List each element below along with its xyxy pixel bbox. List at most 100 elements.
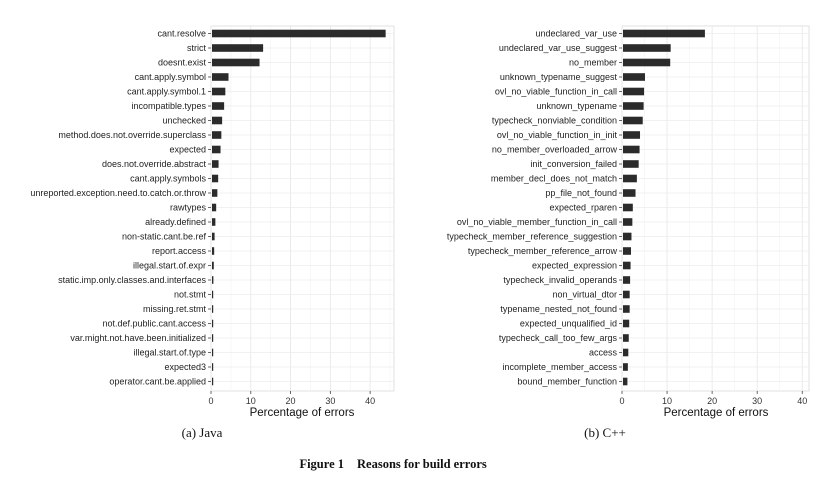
category-label: unchecked <box>162 116 206 126</box>
bar <box>212 290 214 299</box>
category-label: operator.cant.be.applied <box>109 377 206 387</box>
category-label: typecheck_member_reference_suggestion <box>447 232 617 242</box>
bar <box>212 174 219 183</box>
subcaption-java: (a) Java <box>182 425 223 440</box>
plot-area-java <box>210 25 395 392</box>
category-label: cant.resolve <box>157 29 206 39</box>
category-label: illegal.start.of.type <box>133 348 206 358</box>
category-label: typecheck_call_too_few_args <box>499 333 618 343</box>
category-label: incomplete_member_access <box>502 362 617 372</box>
x-tick-label: 20 <box>286 396 296 406</box>
bar <box>212 363 214 371</box>
bar <box>212 189 218 197</box>
bar <box>212 261 214 270</box>
category-labels-java: cant.resolve strict doesnt.exist cant.apply… <box>30 29 211 387</box>
bar <box>212 247 215 255</box>
bar <box>623 348 629 357</box>
category-label: strict <box>187 43 206 53</box>
bar <box>623 131 641 139</box>
category-label: expected_unqualified_id <box>520 319 617 329</box>
category-label: unknown_typename <box>536 101 617 111</box>
bar <box>623 189 636 197</box>
category-label: init_conversion_failed <box>530 159 617 169</box>
x-tick-label: 0 <box>619 396 624 406</box>
category-label: ovl_no_viable_function_in_call <box>495 87 617 97</box>
category-label: incompatible.types <box>131 101 206 111</box>
category-label: no_member_overloaded_arrow <box>492 145 618 155</box>
bar <box>623 305 630 313</box>
category-label: cant.apply.symbol.1 <box>127 87 206 97</box>
category-label: illegal.start.of.expr <box>133 261 206 271</box>
bar <box>623 29 705 38</box>
category-label: typecheck_invalid_operands <box>503 275 617 285</box>
subcaption-cpp: (b) C++ <box>584 425 626 440</box>
x-axis-title-cpp: Percentage of errors <box>664 407 769 419</box>
category-label: no_member <box>569 58 617 68</box>
category-label: unknown_typename_suggest <box>500 72 618 82</box>
plot-area-cpp <box>621 25 810 392</box>
category-label: typename_nested_not_found <box>500 304 617 314</box>
bar <box>212 44 264 52</box>
bar <box>212 348 214 357</box>
category-label: typecheck_member_reference_arrow <box>468 246 618 256</box>
category-label: cant.apply.symbol <box>135 72 206 82</box>
figure-caption: Figure 1 Reasons for build errors <box>299 457 486 471</box>
category-label: not.def.public.cant.access <box>102 319 206 329</box>
bar <box>623 247 632 255</box>
bar <box>623 102 644 110</box>
category-label: not.stmt <box>174 290 207 300</box>
bar <box>623 58 671 67</box>
bar <box>623 73 645 81</box>
figure-caption-text: Reasons for build errors <box>357 457 487 471</box>
category-label: pp_file_not_found <box>545 188 617 198</box>
x-tick-label: 30 <box>325 396 335 406</box>
bar <box>212 218 216 226</box>
bar <box>623 334 629 342</box>
category-label: undeclared_var_use_suggest <box>499 43 618 53</box>
bars-java <box>212 29 386 386</box>
panel-java: cant.resolve strict doesnt.exist cant.apply… <box>30 25 395 440</box>
category-label: doesnt.exist <box>158 58 207 68</box>
figure-caption-number: Figure 1 <box>299 457 344 471</box>
bar <box>212 58 260 67</box>
bar <box>212 29 386 38</box>
category-label: expected3 <box>164 362 206 372</box>
bar <box>623 160 639 168</box>
category-label: ovl_no_viable_function_in_init <box>497 130 618 140</box>
category-label: report.access <box>152 246 207 256</box>
bar <box>212 319 214 328</box>
bar <box>212 232 215 241</box>
bar <box>623 87 645 96</box>
x-tick-label: 30 <box>752 396 762 406</box>
bar <box>212 276 214 284</box>
category-label: missing.ret.stmt <box>143 304 207 314</box>
category-labels-cpp: undeclared_var_use undeclared_var_use_sug… <box>447 29 622 387</box>
x-ticks-cpp: 0 10 20 30 40 <box>619 391 807 406</box>
x-tick-label: 10 <box>662 396 672 406</box>
category-label: rawtypes <box>170 203 207 213</box>
category-label: does.not.override.abstract <box>102 159 207 169</box>
category-label: expected_rparen <box>549 203 617 213</box>
bar <box>212 73 229 81</box>
bar <box>212 145 221 154</box>
category-label: bound_member_function <box>517 377 617 387</box>
bar <box>623 203 633 212</box>
bar <box>212 160 219 168</box>
bar <box>623 261 631 270</box>
bar <box>212 131 222 139</box>
bar <box>623 232 632 241</box>
panel-cpp: undeclared_var_use undeclared_var_use_sug… <box>447 25 810 440</box>
category-label: cant.apply.symbols <box>130 174 206 184</box>
bar <box>623 218 633 226</box>
bar <box>623 174 637 183</box>
bar <box>212 116 223 125</box>
bar <box>212 102 225 110</box>
bar <box>623 319 630 328</box>
category-label: typecheck_nonviable_condition <box>492 116 617 126</box>
x-tick-label: 10 <box>246 396 256 406</box>
bar <box>623 116 643 125</box>
bar <box>623 145 640 154</box>
category-label: expected_expression <box>532 261 617 271</box>
bar <box>623 276 631 284</box>
category-label: var.might.not.have.been.initialized <box>70 333 206 343</box>
